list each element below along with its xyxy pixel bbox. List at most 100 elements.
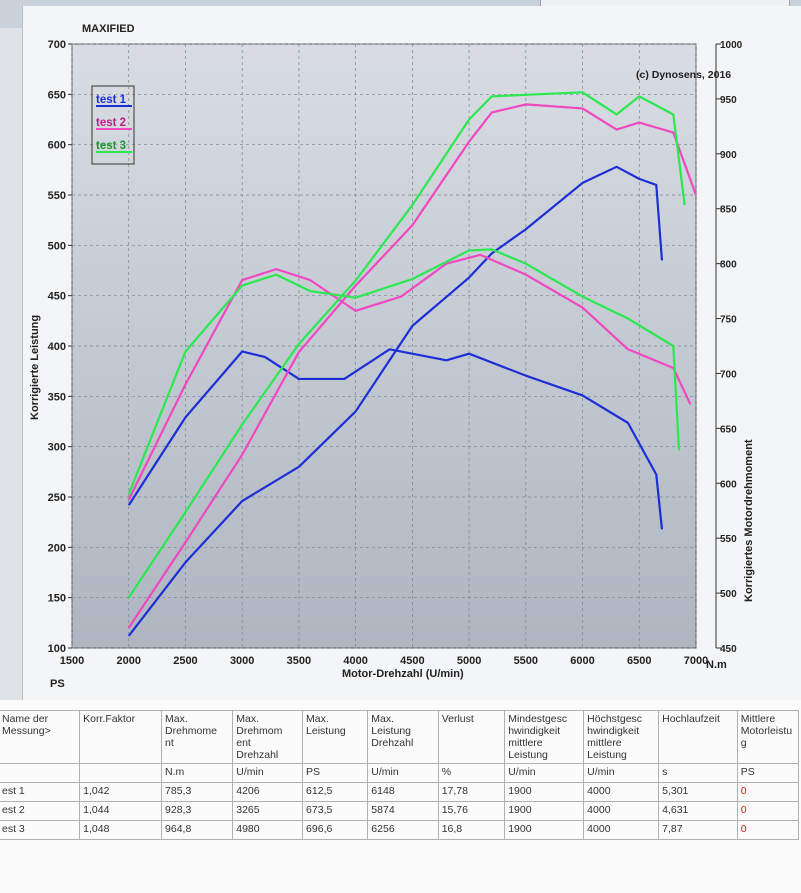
cell-2-8: 4000	[583, 820, 660, 840]
torque-line-test2	[127, 253, 692, 501]
cell-2-10: 0	[736, 820, 800, 840]
torque-line-test1	[127, 348, 664, 530]
y2-tick-label-7: 800	[720, 260, 737, 271]
cell-2-4: 696,6	[302, 820, 369, 840]
y2-tick-label-2: 550	[720, 534, 737, 545]
y-tick-label-12: 700	[48, 39, 66, 51]
results-table-area: Name der Messung> Korr.Faktor Max. Drehmom…	[0, 700, 801, 893]
y-axis-label: Korrigierte Leistung	[29, 315, 41, 420]
header-cell-4: Max. Leistung	[302, 710, 369, 764]
y-tick-label-5: 350	[48, 391, 66, 403]
x-tick-label-10: 6500	[627, 655, 651, 667]
cell-0-2: 785,3	[161, 782, 234, 802]
legend-label-test1: test 1	[96, 94, 127, 106]
unit-cell-10: PS	[736, 763, 800, 783]
cell-0-6: 17,78	[437, 782, 506, 802]
legend-box	[91, 85, 135, 165]
x-tick-label-8: 5500	[514, 655, 538, 667]
cell-0-0: est 1	[0, 782, 81, 802]
cell-1-8: 4000	[583, 801, 660, 821]
y2-tick-label-1: 500	[720, 589, 737, 600]
y-tick-label-11: 650	[48, 89, 66, 101]
cell-0-7: 1900	[504, 782, 585, 802]
x-tick-label-4: 3500	[287, 655, 311, 667]
y2-tick-label-11: 1000	[720, 40, 743, 51]
cell-1-1: 1,044	[79, 801, 163, 821]
cell-1-7: 1900	[504, 801, 585, 821]
y-tick-label-4: 300	[48, 442, 66, 454]
y-tick-label-9: 550	[48, 190, 66, 202]
unit-cell-8: U/min	[583, 763, 660, 783]
y-tick-label-3: 250	[48, 492, 66, 504]
y2-tick-label-9: 900	[720, 150, 737, 161]
y2-tick-label-6: 750	[720, 315, 737, 326]
y-tick-label-0: 100	[48, 643, 66, 655]
x-tick-label-0: 1500	[60, 655, 84, 667]
cell-1-5: 5874	[367, 801, 439, 821]
x-tick-label-11: 7000	[684, 655, 708, 667]
header-cell-2: Max. Drehmome nt	[161, 710, 234, 764]
y-tick-label-10: 600	[48, 140, 66, 152]
y2-unit-label: N.m	[706, 659, 727, 671]
y-tick-label-2: 200	[48, 542, 66, 554]
x-tick-label-2: 2500	[173, 655, 197, 667]
header-cell-1: Korr.Faktor	[79, 710, 163, 764]
unit-cell-1	[79, 763, 163, 783]
cell-2-7: 1900	[504, 820, 585, 840]
cell-2-5: 6256	[367, 820, 439, 840]
results-table: Name der Messung> Korr.Faktor Max. Drehmom…	[0, 710, 800, 840]
legend-label-test2: test 2	[96, 117, 126, 129]
unit-cell-7: U/min	[504, 763, 585, 783]
unit-cell-0	[0, 763, 81, 783]
y2-tick-label-10: 950	[720, 95, 737, 106]
cell-1-4: 673,5	[302, 801, 369, 821]
legend: test 1 test 2 test 3	[91, 85, 135, 165]
table-row[interactable]: est 3 1,048 964,8 4980 696,6 6256 16,8 1900 4000…	[0, 820, 800, 840]
header-cell-0: Name der Messung>	[0, 710, 81, 764]
header-cell-10: Mittlere Motorleistu g	[736, 710, 800, 764]
cell-2-2: 964,8	[161, 820, 234, 840]
header-cell-7: Mindestgesc hwindigkeit mittlere Leistun…	[504, 710, 585, 764]
torque-line-test3	[127, 248, 681, 495]
cell-0-3: 4206	[232, 782, 304, 802]
y-tick-label-1: 150	[48, 593, 66, 605]
cell-1-3: 3265	[232, 801, 304, 821]
y2-tick-label-8: 850	[720, 205, 737, 216]
y2-axis-label: Korrigiertes Motordrehmoment	[743, 439, 755, 602]
dyno-chart: 100150200250300350400450500550600650700 …	[29, 23, 755, 690]
x-axis-label: Motor-Drehzahl (U/min)	[342, 668, 464, 680]
unit-cell-6: %	[437, 763, 506, 783]
y-tick-label-6: 400	[48, 341, 66, 353]
cell-0-4: 612,5	[302, 782, 369, 802]
x-tick-label-3: 3000	[230, 655, 254, 667]
cell-1-9: 4,631	[658, 801, 738, 821]
cell-0-10: 0	[736, 782, 800, 802]
power-line-test2	[127, 103, 698, 629]
x-axis-ticks: 1500 2000 2500 3000 3500 4000 4500 5000 5500 6000…	[60, 655, 708, 667]
x-tick-label-6: 4500	[400, 655, 424, 667]
unit-cell-3: U/min	[232, 763, 304, 783]
cell-2-0: est 3	[0, 820, 81, 840]
cell-0-5: 6148	[367, 782, 439, 802]
y-tick-label-7: 450	[48, 291, 66, 303]
table-row[interactable]: est 1 1,042 785,3 4206 612,5 6148 17,78 1900 400…	[0, 782, 800, 802]
cell-1-10: 0	[736, 801, 800, 821]
y-tick-label-8: 500	[48, 240, 66, 252]
y2-tick-label-5: 700	[720, 369, 737, 380]
cell-0-1: 1,042	[79, 782, 163, 802]
y-axis-ticks: 100 150 200 250 300 350 400 450 500 550 600 650 700	[48, 39, 72, 655]
cell-2-1: 1,048	[79, 820, 163, 840]
table-row[interactable]: est 2 1,044 928,3 3265 673,5 5874 15,76 1900 400…	[0, 801, 800, 821]
x-tick-label-7: 5000	[457, 655, 481, 667]
y2-axis-ticks: 450 500 550 600 650 700 750 800 850 900 950 1000	[715, 40, 743, 655]
unit-cell-4: PS	[302, 763, 369, 783]
unit-cell-2: N.m	[161, 763, 234, 783]
cell-1-2: 928,3	[161, 801, 234, 821]
power-line-test3	[127, 91, 686, 599]
power-line-test1	[127, 165, 664, 637]
x-tick-label-9: 6000	[570, 655, 594, 667]
x-tick-label-1: 2000	[116, 655, 140, 667]
series-lines	[127, 91, 698, 637]
cell-1-6: 15,76	[437, 801, 506, 821]
header-cell-8: Höchstgesc hwindigkeit mittlere Leistung	[583, 710, 660, 764]
